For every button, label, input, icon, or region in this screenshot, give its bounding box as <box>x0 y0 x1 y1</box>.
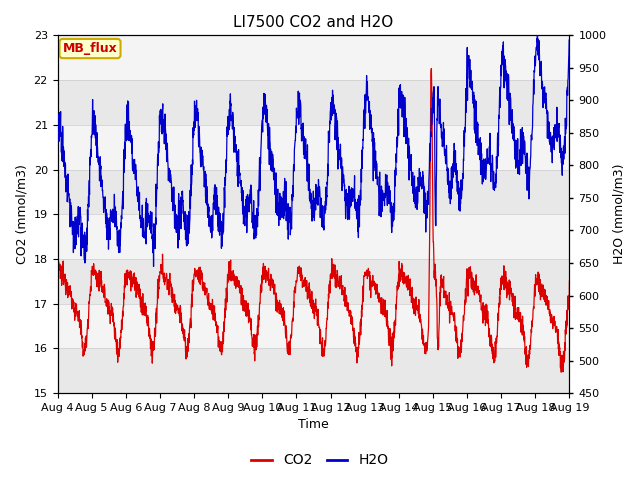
Legend: CO2, H2O: CO2, H2O <box>246 448 394 473</box>
Bar <box>58 259 570 304</box>
Bar <box>58 36 570 80</box>
Y-axis label: H2O (mmol/m3): H2O (mmol/m3) <box>612 164 625 264</box>
Bar <box>58 348 570 393</box>
Bar <box>58 125 570 169</box>
Y-axis label: CO2 (mmol/m3): CO2 (mmol/m3) <box>15 164 28 264</box>
X-axis label: Time: Time <box>298 419 329 432</box>
Text: MB_flux: MB_flux <box>63 42 117 55</box>
Title: LI7500 CO2 and H2O: LI7500 CO2 and H2O <box>234 15 394 30</box>
Bar <box>58 169 570 214</box>
Bar <box>58 80 570 125</box>
Bar <box>58 304 570 348</box>
Bar <box>58 214 570 259</box>
